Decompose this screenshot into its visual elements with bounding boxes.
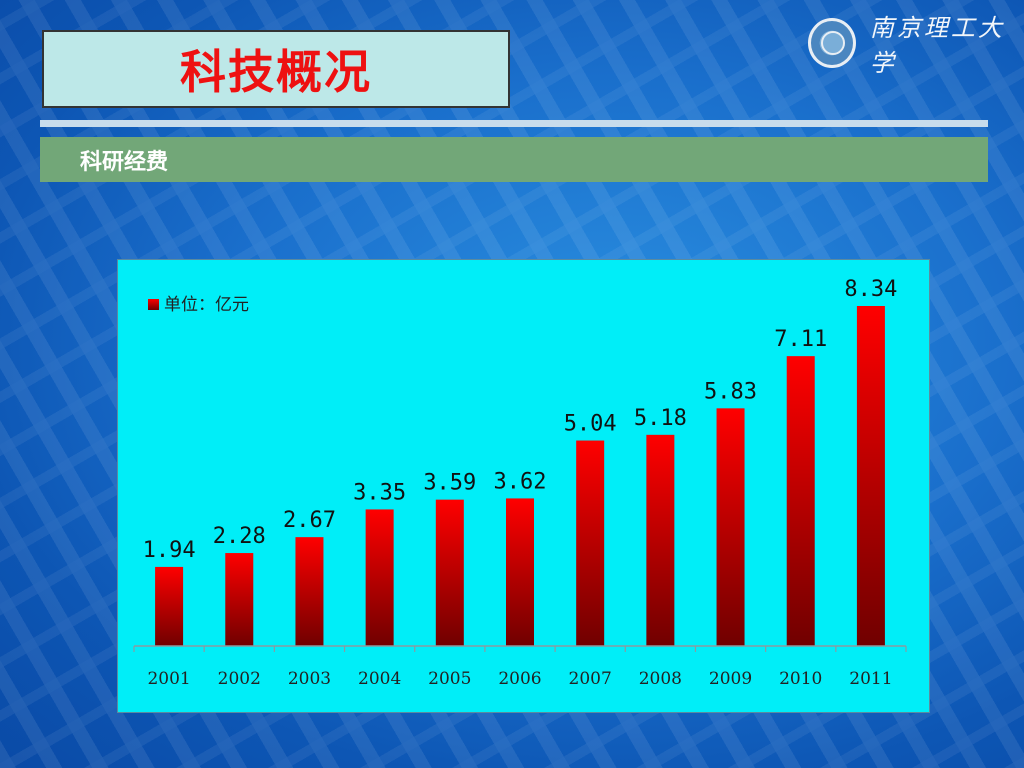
data-label-2009: 5.83 xyxy=(704,379,757,404)
divider-rule xyxy=(40,120,988,127)
x-tick-label-2001: 2001 xyxy=(147,669,190,689)
bar-2010 xyxy=(786,356,815,646)
chart-panel: 1.94 2.28 2.67 3.35 3.59 3.62 5.04 5.18 5.83 7.11… xyxy=(117,259,930,713)
bar-2009 xyxy=(716,408,745,646)
bar-2005 xyxy=(435,499,464,646)
x-tick-label-2008: 2008 xyxy=(639,669,682,689)
data-label-2005: 3.59 xyxy=(423,471,476,496)
legend-label: 单位：亿元 xyxy=(164,295,249,315)
data-label-2008: 5.18 xyxy=(634,406,687,431)
x-tick-label-2002: 2002 xyxy=(218,669,261,689)
bar-2003 xyxy=(295,537,324,646)
x-tick-label-2009: 2009 xyxy=(709,669,752,689)
bar-2004 xyxy=(365,509,394,646)
x-tick-label-2005: 2005 xyxy=(428,669,471,689)
legend-swatch xyxy=(148,299,159,310)
bar-chart: 1.94 2.28 2.67 3.35 3.59 3.62 5.04 5.18 5.83 7.11… xyxy=(133,277,907,689)
university-name: 南京理工大学 xyxy=(869,14,1005,77)
data-label-2003: 2.67 xyxy=(283,508,336,533)
university-seal-icon xyxy=(808,18,856,68)
data-label-2001: 1.94 xyxy=(143,538,196,563)
data-label-2006: 3.62 xyxy=(494,469,547,494)
x-tick-label-2010: 2010 xyxy=(779,669,822,689)
data-label-2002: 2.28 xyxy=(213,524,266,549)
bar-2006 xyxy=(506,498,534,646)
data-label-2011: 8.34 xyxy=(844,277,897,302)
x-tick-label-2006: 2006 xyxy=(498,669,541,689)
page-title: 科技概况 xyxy=(180,45,372,99)
x-tick-label-2007: 2007 xyxy=(569,669,612,689)
data-label-2004: 3.35 xyxy=(353,480,406,505)
bar-2007 xyxy=(576,440,605,646)
section-header: 科研经费 xyxy=(40,137,988,182)
university-logo: 南京理工大学 xyxy=(808,8,1024,78)
bar-2002 xyxy=(225,553,254,646)
data-label-2010: 7.11 xyxy=(774,327,827,352)
bar-2011 xyxy=(856,306,885,646)
x-tick-label-2004: 2004 xyxy=(358,669,401,689)
bar-2008 xyxy=(646,434,675,646)
title-box: 科技概况 xyxy=(42,30,510,108)
x-tick-label-2011: 2011 xyxy=(849,669,892,689)
data-label-2007: 5.04 xyxy=(564,412,617,437)
x-tick-label-2003: 2003 xyxy=(288,669,331,689)
bar-2001 xyxy=(155,566,184,646)
section-title: 科研经费 xyxy=(80,149,169,175)
